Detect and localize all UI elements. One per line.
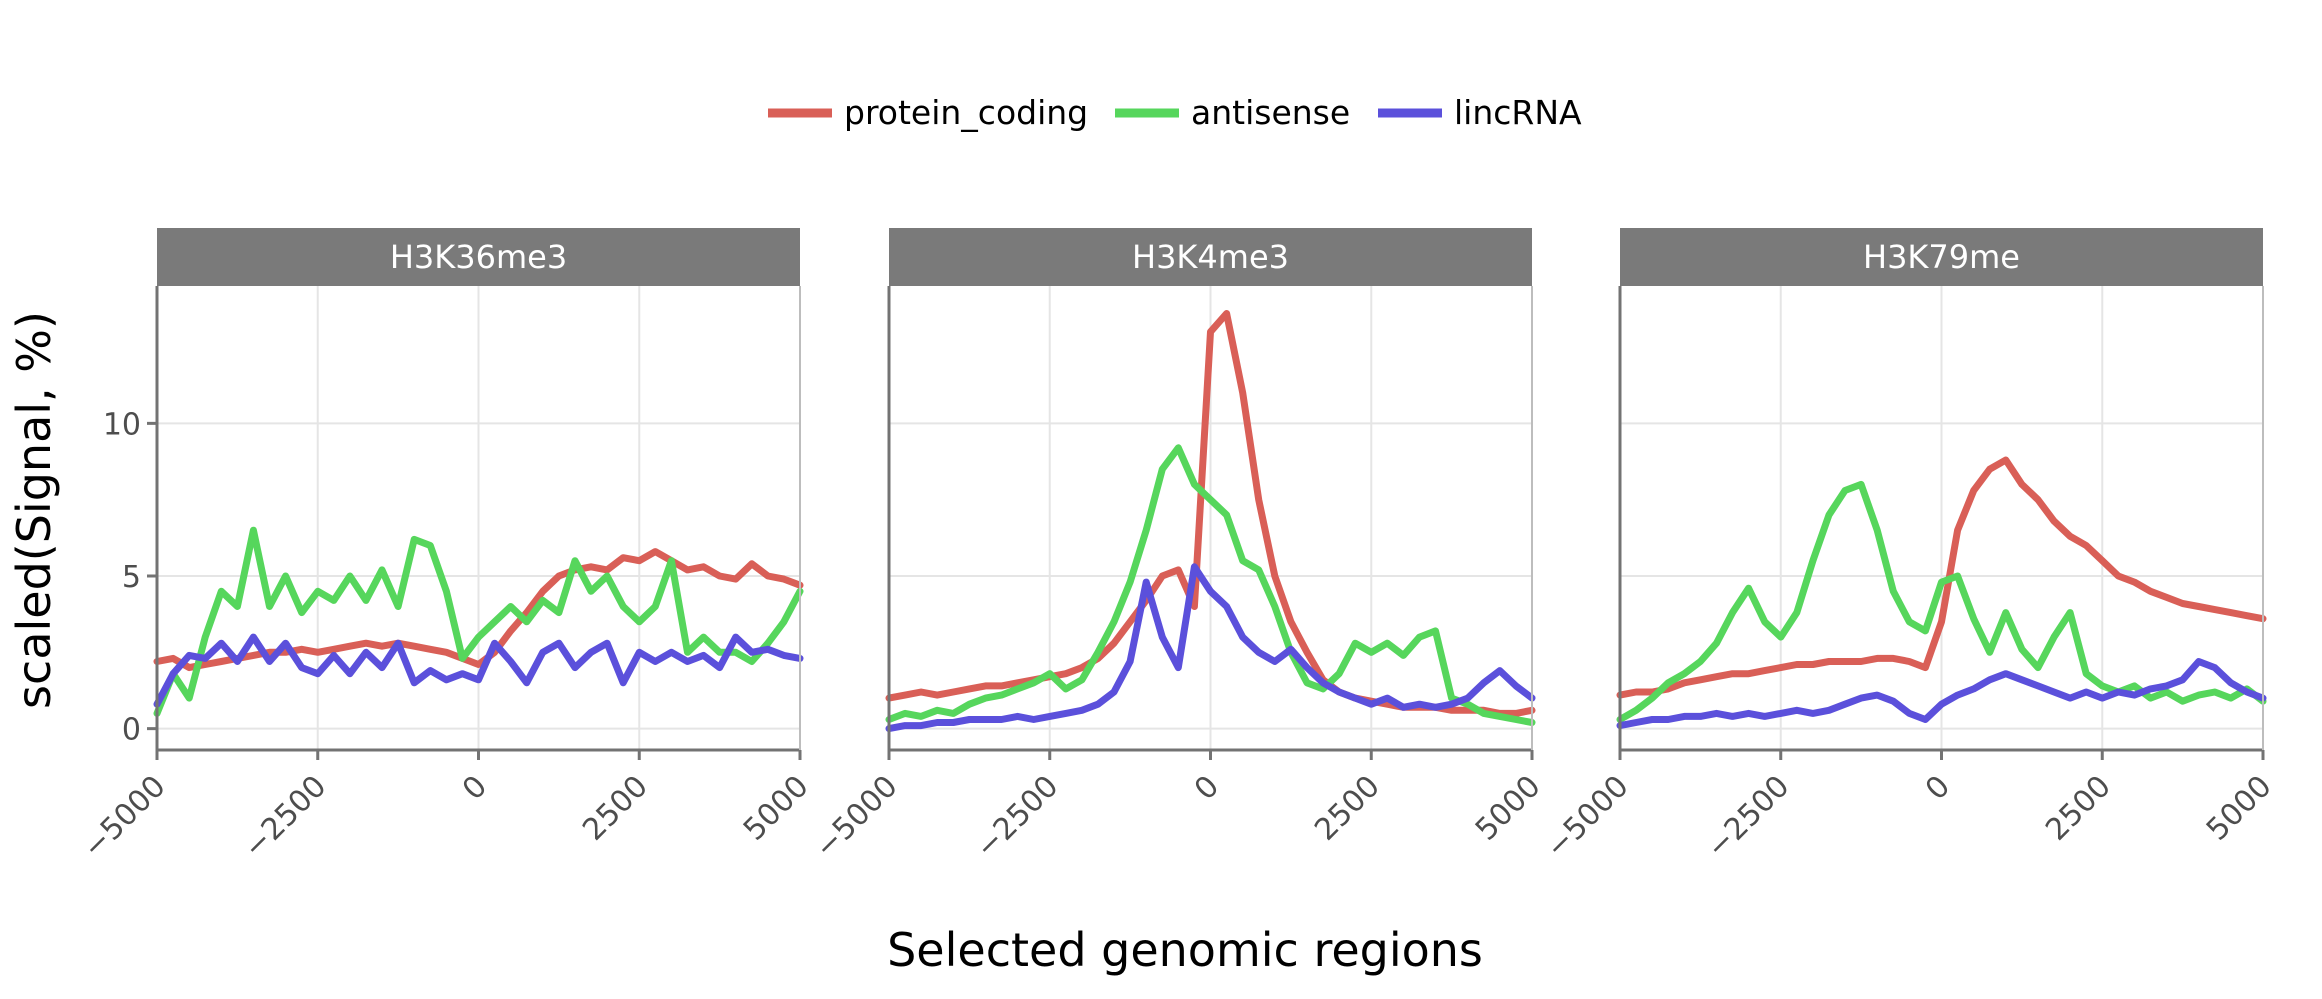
series-line-lincrna xyxy=(885,563,1536,733)
x-axis-title: Selected genomic regions xyxy=(887,923,1483,977)
facet-label: H3K36me3 xyxy=(390,238,567,276)
x-tick-label: 2500 xyxy=(2039,769,2118,848)
x-tick-label: −2500 xyxy=(1700,769,1797,866)
x-tick-label: 2500 xyxy=(1308,769,1387,848)
series-line-antisense xyxy=(885,444,1536,726)
legend-entry-lincrna: lincRNA xyxy=(1378,93,1582,132)
legend-label: antisense xyxy=(1191,93,1350,132)
legend-entry-protein-coding: protein_coding xyxy=(768,93,1088,132)
x-tick-label: 2500 xyxy=(576,769,655,848)
x-tick-label: 5000 xyxy=(2200,769,2279,848)
facet-strip xyxy=(889,228,1532,286)
x-tick-label: 0 xyxy=(1919,769,1957,807)
y-tick-label: 0 xyxy=(122,713,141,748)
y-axis-title: scaled(Signal, %) xyxy=(7,311,61,709)
series-line-protein-coding xyxy=(1616,456,2267,699)
panels: H3K36me3 −5000 −2500 0 2500 5000 0 5 10 H3K4me3 −5… xyxy=(76,228,2279,865)
series-line-antisense xyxy=(1616,480,2267,723)
panel-h3k36me3: H3K36me3 −5000 −2500 0 2500 5000 0 5 10 xyxy=(76,228,816,865)
panel-h3k79me: H3K79me −5000 −2500 0 2500 5000 xyxy=(1539,228,2279,865)
x-tick-label: −2500 xyxy=(237,769,334,866)
y-tick-label: 5 xyxy=(122,560,141,595)
series-line-antisense xyxy=(153,526,804,717)
series-line-lincrna xyxy=(1616,658,2267,730)
x-tick-label: −2500 xyxy=(969,769,1066,866)
series-line-lincrna xyxy=(153,633,804,708)
facet-strip xyxy=(157,228,800,286)
legend-label: lincRNA xyxy=(1454,93,1582,132)
x-tick-label: −5000 xyxy=(808,769,905,866)
x-tick-label: 5000 xyxy=(1469,769,1548,848)
facet-label: H3K4me3 xyxy=(1132,238,1289,276)
legend-label: protein_coding xyxy=(844,93,1088,132)
x-tick-label: 0 xyxy=(1188,769,1226,807)
panel-h3k4me3: H3K4me3 −5000 −2500 0 2500 5000 xyxy=(808,228,1548,865)
x-tick-label: −5000 xyxy=(1539,769,1636,866)
y-tick-label: 10 xyxy=(103,407,141,442)
x-tick-label: −5000 xyxy=(76,769,173,866)
facet-strip xyxy=(1620,228,2263,286)
facet-label: H3K79me xyxy=(1863,238,2020,276)
legend: protein_coding antisense lincRNA xyxy=(768,93,1582,132)
legend-entry-antisense: antisense xyxy=(1115,93,1350,132)
x-tick-label: 5000 xyxy=(737,769,816,848)
x-tick-label: 0 xyxy=(456,769,494,807)
